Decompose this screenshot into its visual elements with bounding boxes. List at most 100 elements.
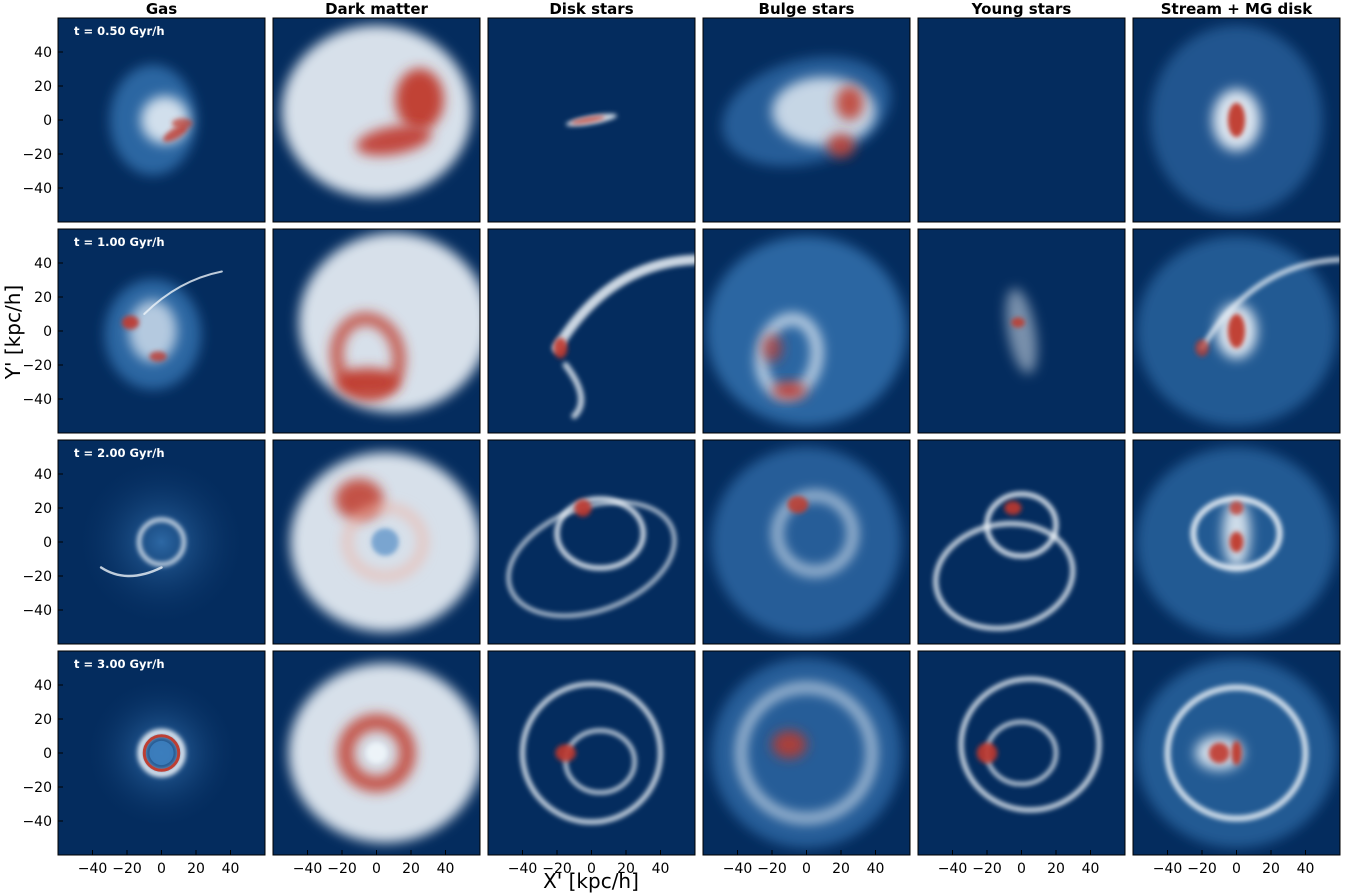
x-tick-label: 0 <box>587 861 596 877</box>
x-tick-label: 20 <box>1262 861 1280 877</box>
x-tick-label: 0 <box>802 861 811 877</box>
panel-background <box>918 440 1125 644</box>
x-tick-label: 40 <box>867 861 885 877</box>
panel-grid <box>57 17 1341 856</box>
panel-r2-c2 <box>487 439 696 645</box>
column-title: Dark matter <box>325 0 428 18</box>
y-tick-label: 40 <box>34 678 52 694</box>
x-tick-label: 40 <box>652 861 670 877</box>
panel-frame <box>272 439 481 645</box>
x-tick-label: 20 <box>617 861 635 877</box>
panel-background <box>918 18 1125 222</box>
y-tick-label: −40 <box>22 603 52 619</box>
y-tick-label: 40 <box>34 467 52 483</box>
y-tick-label: 40 <box>34 256 52 272</box>
panel-r3-c5 <box>1132 650 1341 856</box>
panel-frame <box>1132 439 1341 645</box>
x-tick-label: −40 <box>723 861 753 877</box>
panel-r0-c0 <box>57 17 266 223</box>
panel-r0-c5 <box>1132 17 1341 223</box>
panel-frame <box>272 17 481 223</box>
time-label: t = 3.00 Gyr/h <box>74 657 165 671</box>
column-title: Gas <box>146 0 177 18</box>
panel-r1-c4 <box>917 228 1126 434</box>
y-tick-label: 0 <box>43 324 52 340</box>
x-tick-label: −20 <box>542 861 572 877</box>
x-tick-label: −40 <box>938 861 968 877</box>
x-tick-label: −20 <box>972 861 1002 877</box>
x-tick-label: 20 <box>1047 861 1065 877</box>
time-label: t = 2.00 Gyr/h <box>74 446 165 460</box>
y-tick-label: 20 <box>34 712 52 728</box>
y-tick-label: 20 <box>34 501 52 517</box>
panel-frame <box>702 17 911 223</box>
panel-background <box>918 651 1125 855</box>
panel-r3-c4 <box>917 650 1126 856</box>
panel-r2-c0 <box>57 439 266 645</box>
x-tick-label: 40 <box>222 861 240 877</box>
y-tick-label: −20 <box>22 358 52 374</box>
y-tick-label: 20 <box>34 290 52 306</box>
y-tick-label: −20 <box>22 147 52 163</box>
panel-r3-c0 <box>57 650 266 856</box>
x-tick-label: 40 <box>437 861 455 877</box>
x-tick-label: −40 <box>78 861 108 877</box>
column-title: Young stars <box>971 0 1072 18</box>
x-tick-label: 20 <box>832 861 850 877</box>
panel-frame <box>917 228 1126 434</box>
y-tick-label: 20 <box>34 79 52 95</box>
panel-r3-c3 <box>702 650 911 856</box>
panel-r1-c2 <box>487 228 696 434</box>
panel-r0-c3 <box>702 17 911 223</box>
y-tick-label: −40 <box>22 814 52 830</box>
panel-frame <box>272 228 481 434</box>
x-tick-label: −40 <box>293 861 323 877</box>
panel-r0-c2 <box>487 17 696 223</box>
panel-r0-c4 <box>917 17 1126 223</box>
panel-r0-c1 <box>272 17 481 223</box>
panel-frame <box>702 439 911 645</box>
column-title: Disk stars <box>549 0 633 18</box>
x-tick-label: −40 <box>508 861 538 877</box>
x-axis-label: X' [kpc/h] <box>543 869 639 893</box>
panel-frame <box>1132 228 1341 434</box>
labels-layer: Gas Dark matter Disk stars Bulge stars Young… <box>1 0 1314 893</box>
panel-r1-c5 <box>1132 228 1341 434</box>
panel-r1-c0 <box>57 228 266 434</box>
time-label: t = 0.50 Gyr/h <box>74 24 165 38</box>
column-title: Bulge stars <box>759 0 855 18</box>
panel-frame <box>1132 17 1341 223</box>
panel-r2-c3 <box>702 439 911 645</box>
y-tick-label: 0 <box>43 535 52 551</box>
y-tick-label: −20 <box>22 569 52 585</box>
x-tick-label: 0 <box>157 861 166 877</box>
x-tick-label: 20 <box>402 861 420 877</box>
y-tick-label: 40 <box>34 45 52 61</box>
y-tick-label: 0 <box>43 746 52 762</box>
y-tick-label: −20 <box>22 780 52 796</box>
panel-r1-c1 <box>272 228 481 434</box>
panel-r3-c1 <box>272 650 481 856</box>
panel-r3-c2 <box>487 650 696 856</box>
panel-r2-c1 <box>272 439 481 645</box>
panel-frame <box>487 439 696 645</box>
x-tick-label: 0 <box>1017 861 1026 877</box>
x-tick-label: 0 <box>1232 861 1241 877</box>
x-tick-label: −20 <box>112 861 142 877</box>
y-axis-label: Y' [kpc/h] <box>1 285 25 380</box>
y-tick-label: −40 <box>22 392 52 408</box>
x-tick-label: −20 <box>1187 861 1217 877</box>
x-tick-label: 40 <box>1297 861 1315 877</box>
panel-frame <box>702 228 911 434</box>
column-title: Stream + MG disk <box>1161 0 1314 18</box>
x-tick-label: 20 <box>187 861 205 877</box>
x-tick-label: −20 <box>757 861 787 877</box>
panel-r2-c5 <box>1132 439 1341 645</box>
panel-frame <box>487 17 696 223</box>
x-tick-label: −20 <box>327 861 357 877</box>
panel-frame <box>917 17 1126 223</box>
y-tick-label: −40 <box>22 181 52 197</box>
panel-frame <box>917 439 1126 645</box>
y-tick-label: 0 <box>43 113 52 129</box>
